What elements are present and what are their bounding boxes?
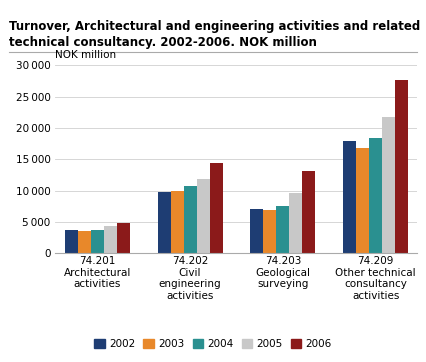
Text: Turnover, Architectural and engineering activities and related
technical consult: Turnover, Architectural and engineering …	[9, 20, 420, 49]
Bar	[65, 230, 78, 253]
Bar	[263, 210, 276, 253]
Bar	[170, 191, 184, 253]
Bar	[382, 117, 395, 253]
Bar	[343, 141, 356, 253]
Bar	[78, 231, 91, 253]
Bar	[302, 171, 315, 253]
Bar	[158, 192, 170, 253]
Bar	[369, 138, 382, 253]
Text: NOK million: NOK million	[55, 50, 116, 60]
Legend: 2002, 2003, 2004, 2005, 2006: 2002, 2003, 2004, 2005, 2006	[90, 334, 336, 353]
Bar	[395, 80, 408, 253]
Bar	[250, 209, 263, 253]
Bar	[356, 148, 369, 253]
Bar	[289, 193, 302, 253]
Bar	[117, 223, 130, 253]
Bar	[210, 163, 222, 253]
Bar	[276, 206, 289, 253]
Bar	[104, 226, 117, 253]
Bar	[91, 230, 104, 253]
Bar	[184, 186, 196, 253]
Bar	[196, 179, 210, 253]
